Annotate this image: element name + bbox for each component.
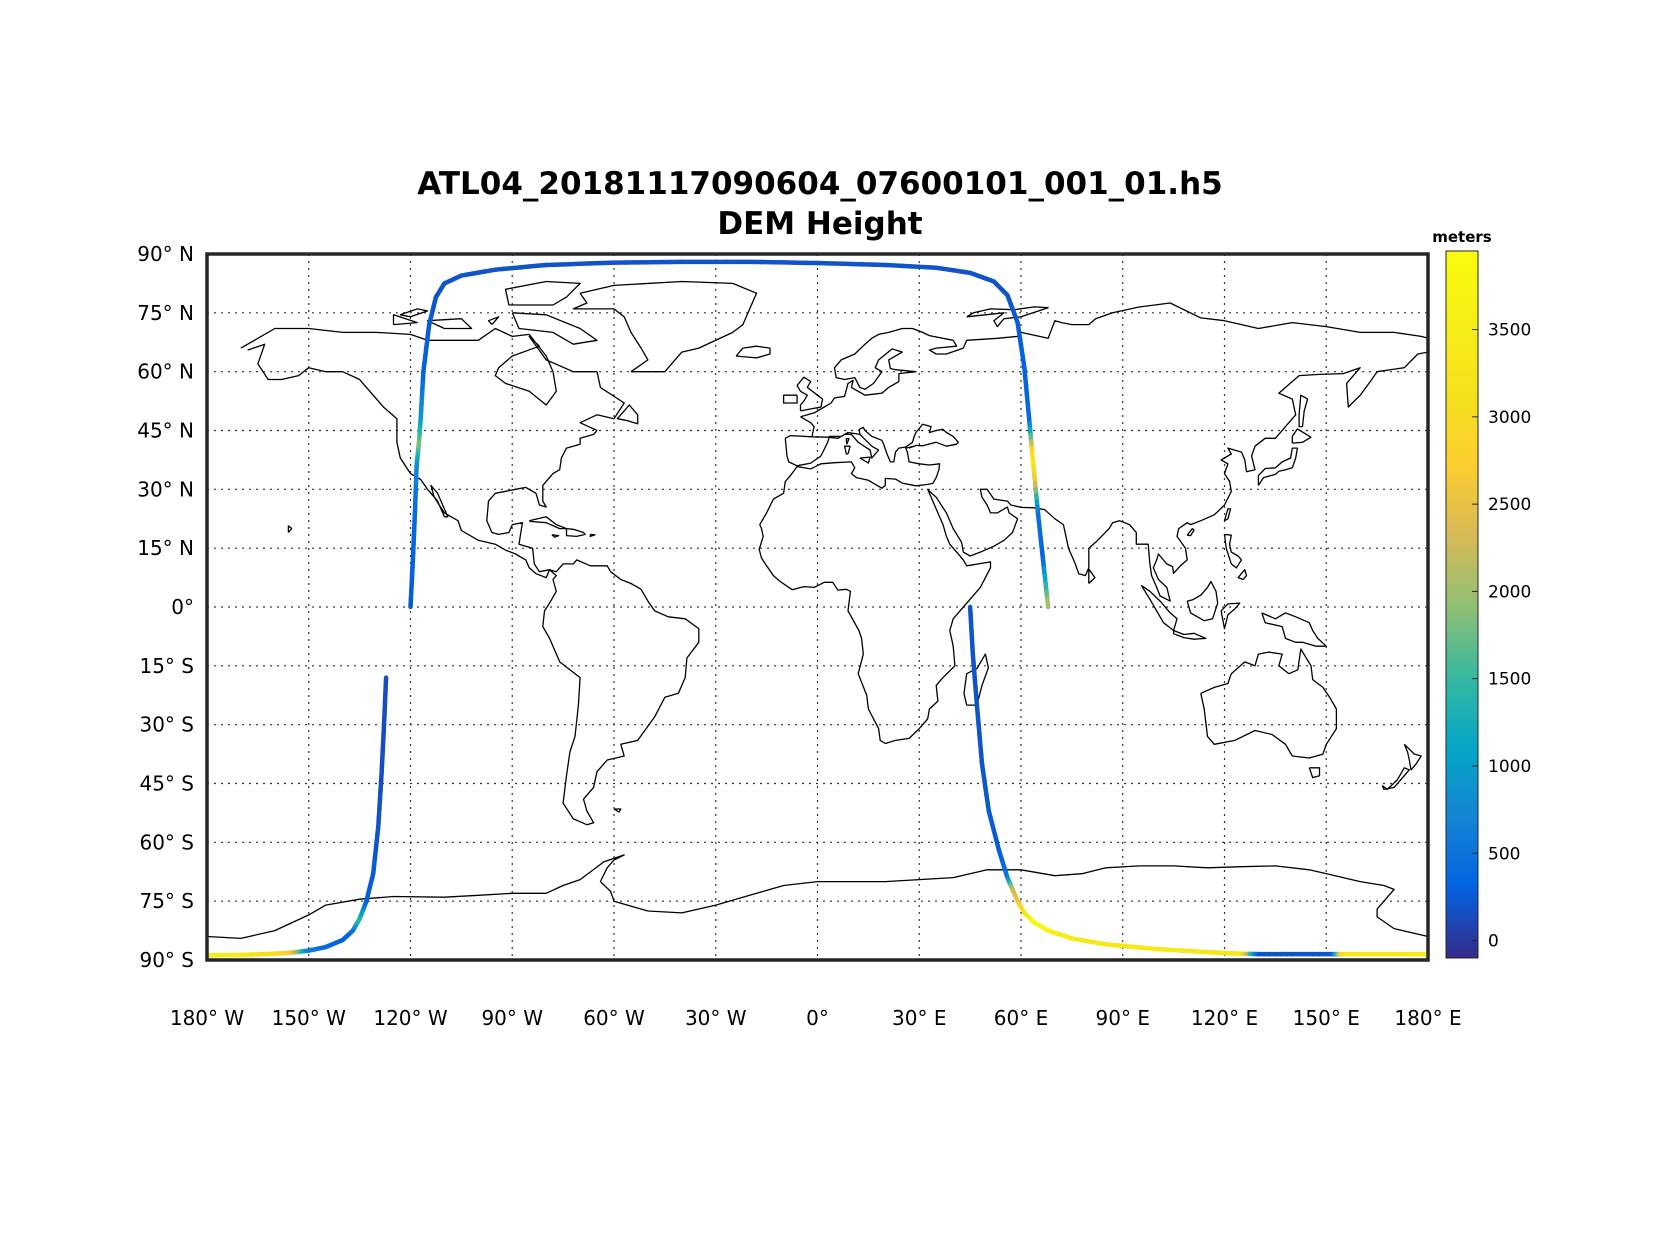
coastline	[1140, 584, 1178, 632]
x-tick-label: 120° W	[373, 1006, 448, 1030]
y-tick-label: 90° S	[139, 948, 194, 972]
colorbar-label: meters	[1432, 228, 1492, 246]
coastline	[758, 351, 1429, 745]
coastline	[572, 280, 758, 373]
map-axes: 180° W 150° W 120° W 90° W 60° W 30° W 0° 30° E…	[137, 242, 1461, 1030]
coastline	[800, 416, 815, 437]
y-tick-label: 30° S	[139, 713, 194, 737]
y-tick-label: 15° N	[137, 536, 194, 560]
y-tick-label: 45° N	[137, 419, 194, 443]
y-tick-label: 75° N	[137, 301, 194, 325]
y-tick-label: 0°	[171, 595, 194, 619]
coastline	[859, 456, 871, 464]
colorbar-tick-label: 3500	[1488, 321, 1531, 341]
x-tick-label: 120° E	[1191, 1006, 1258, 1030]
colorbar-tick-label: 3000	[1488, 408, 1531, 428]
coastline	[966, 306, 1049, 328]
coastline	[1261, 612, 1327, 647]
coastline	[504, 280, 581, 306]
y-tick-label: 60° S	[139, 830, 194, 854]
coastline	[247, 343, 551, 579]
coastline	[1200, 648, 1338, 759]
coastline	[287, 525, 293, 533]
x-tick-labels: 180° W 150° W 120° W 90° W 60° W 30° W 0° 30° E…	[170, 1006, 1462, 1030]
y-tick-label: 90° N	[137, 242, 194, 266]
coastline	[784, 431, 880, 467]
coastline	[1223, 508, 1232, 522]
ground-track	[204, 259, 1431, 958]
coastline	[798, 464, 801, 467]
gridlines	[207, 254, 1428, 960]
coastline	[1088, 568, 1096, 584]
coastline	[1257, 447, 1299, 486]
coastline	[1381, 767, 1410, 791]
colorbar-tick-label: 500	[1488, 844, 1520, 864]
coastline	[800, 302, 1429, 418]
x-tick-label: 60° W	[583, 1006, 645, 1030]
title-line2: DEM Height	[717, 206, 922, 242]
coastlines	[206, 280, 1429, 940]
x-tick-label: 30° E	[892, 1006, 946, 1030]
coastline	[511, 312, 598, 345]
coastline	[1298, 394, 1309, 428]
map-frame	[205, 252, 1430, 962]
x-tick-label: 90° W	[481, 1006, 543, 1030]
coastline	[528, 516, 568, 530]
colorbar-tick-label: 1000	[1488, 757, 1531, 777]
x-tick-label: 90° E	[1096, 1006, 1150, 1030]
x-tick-label: 0°	[806, 1006, 829, 1030]
coastline	[843, 445, 851, 455]
coastline	[1291, 428, 1312, 444]
coastline	[796, 376, 824, 412]
colorbar-tick-label: 0	[1488, 932, 1499, 952]
colorbar-tick-label: 2500	[1488, 495, 1531, 515]
coastline	[1172, 629, 1207, 640]
colorbar-gradient	[1445, 250, 1479, 959]
coastline	[782, 394, 798, 404]
coastline	[487, 316, 500, 326]
coastline	[206, 854, 1429, 940]
colorbar: meters 0 500 1000 1500 2000 2500 3000 3500	[1432, 228, 1531, 959]
coastline	[1223, 533, 1243, 569]
coastline	[845, 438, 850, 445]
coastline	[1403, 743, 1422, 771]
track-point	[1045, 596, 1051, 610]
y-tick-label: 15° S	[139, 654, 194, 678]
coastline	[1308, 767, 1321, 779]
coastline	[589, 533, 596, 538]
x-tick-label: 150° E	[1293, 1006, 1360, 1030]
colorbar-ticks: 0 500 1000 1500 2000 2500 3000 3500	[1472, 321, 1531, 952]
coastline	[399, 308, 429, 318]
colorbar-tick-label: 2000	[1488, 582, 1531, 602]
coastline	[240, 327, 700, 826]
x-tick-label: 150° W	[272, 1006, 347, 1030]
coastline	[1237, 569, 1248, 581]
coastline	[426, 318, 473, 330]
coastline	[1186, 580, 1219, 622]
x-tick-label: 30° W	[685, 1006, 747, 1030]
y-tick-labels: 90° N 75° N 60° N 45° N 30° N 15° N 0° 15° S 30°…	[137, 242, 194, 972]
coastline	[908, 445, 915, 449]
y-tick-label: 45° S	[139, 772, 194, 796]
y-tick-label: 75° S	[139, 889, 194, 913]
coastline	[1220, 602, 1241, 630]
coastline	[565, 527, 586, 538]
coastline	[735, 345, 771, 359]
coastline	[1186, 527, 1195, 537]
title-line1: ATL04_20181117090604_07600101_001_01.h5	[417, 166, 1222, 202]
colorbar-tick-label: 1500	[1488, 670, 1531, 690]
y-tick-label: 60° N	[137, 360, 194, 384]
x-tick-label: 180° W	[170, 1006, 245, 1030]
coastline	[613, 808, 622, 813]
coastline	[392, 314, 418, 326]
x-tick-label: 180° E	[1394, 1006, 1461, 1030]
x-tick-label: 60° E	[994, 1006, 1048, 1030]
y-tick-label: 30° N	[137, 477, 194, 501]
coastline	[616, 404, 639, 425]
coastline	[551, 534, 560, 538]
